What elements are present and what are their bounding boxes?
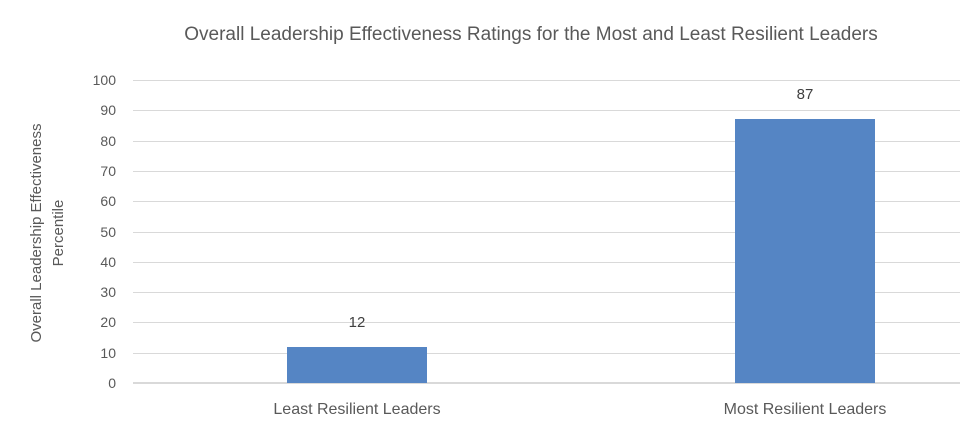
y-tick-label-30: 30 [100, 284, 116, 301]
gridline-70 [133, 171, 960, 172]
y-tick-label-0: 0 [108, 375, 116, 391]
gridline-100 [133, 80, 960, 81]
gridline-50 [133, 232, 960, 233]
bar-0 [287, 346, 427, 383]
y-tick-label-50: 50 [100, 223, 116, 240]
gridline-60 [133, 201, 960, 202]
y-tick-label-100: 100 [92, 72, 116, 88]
gridline-40 [133, 262, 960, 263]
y-tick-label-10: 10 [100, 344, 116, 361]
y-tick-label-20: 20 [100, 314, 116, 331]
gridline-20 [133, 322, 960, 323]
gridline-30 [133, 292, 960, 293]
bar-1 [735, 119, 875, 383]
category-label-1: Most Resilient Leaders [723, 401, 887, 418]
gridline-10 [133, 353, 960, 354]
category-label-0: Least Resilient Leaders [273, 401, 441, 418]
y-tick-label-70: 70 [100, 162, 116, 179]
gridline-90 [133, 110, 960, 111]
data-label-1: 87 [796, 86, 814, 104]
y-tick-label-40: 40 [100, 253, 116, 270]
y-tick-label-90: 90 [100, 102, 116, 119]
gridline-0 [133, 382, 960, 384]
y-tick-label-60: 60 [100, 193, 116, 210]
y-tick-label-80: 80 [100, 132, 116, 149]
chart-title: Overall Leadership Effectiveness Ratings… [184, 24, 878, 45]
gridline-80 [133, 141, 960, 142]
data-label-0: 12 [348, 313, 366, 331]
